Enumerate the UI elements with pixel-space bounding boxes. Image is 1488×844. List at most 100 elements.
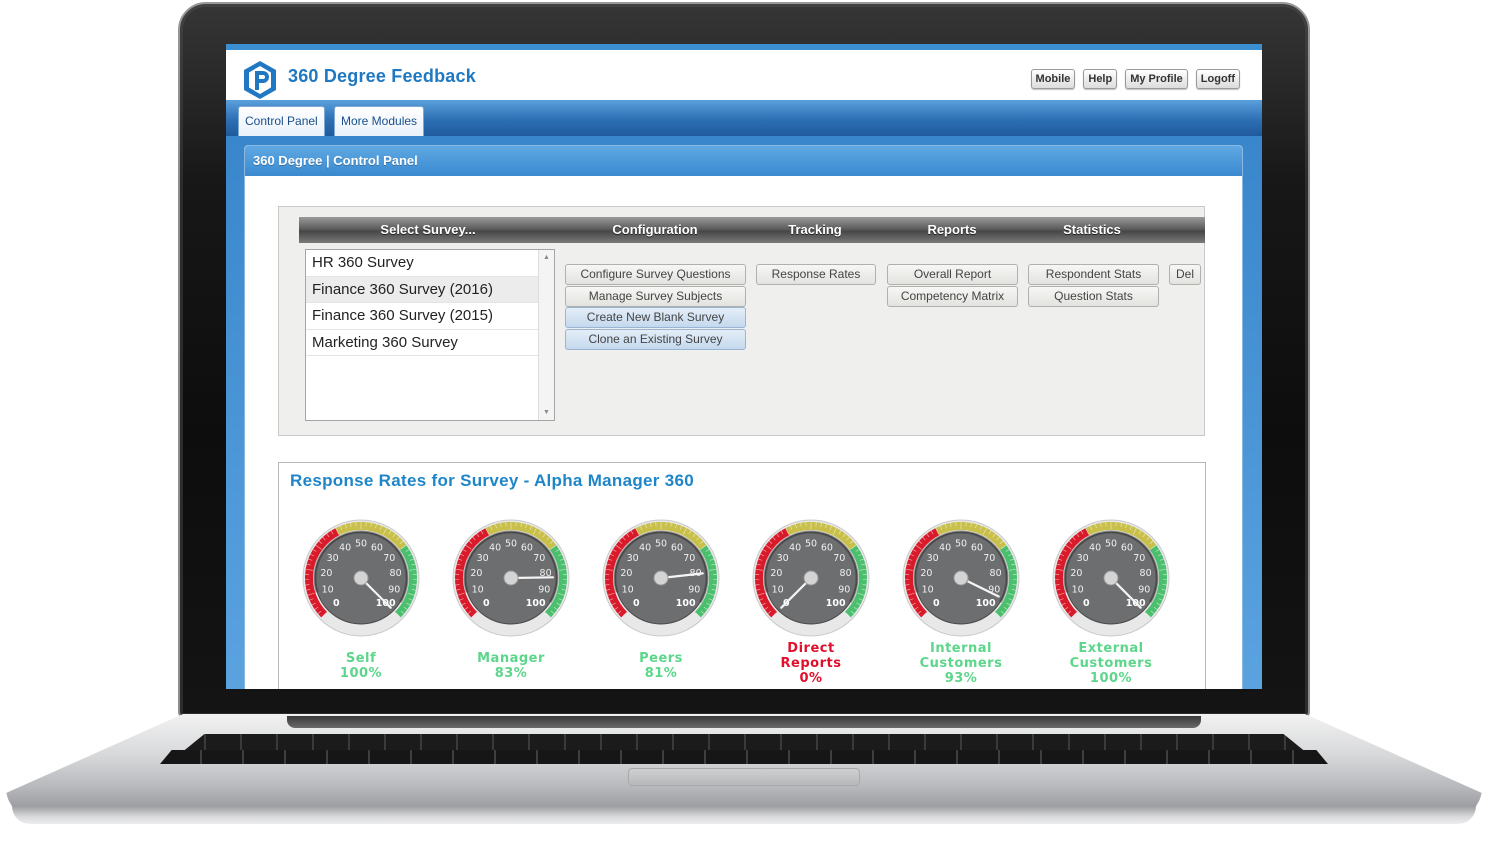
- gauge-tick: [1065, 544, 1072, 550]
- competency-matrix-button[interactable]: Competency Matrix: [887, 286, 1018, 307]
- create-new-blank-survey-button[interactable]: Create New Blank Survey: [565, 307, 746, 328]
- gauge-tick: [1085, 527, 1090, 535]
- tab-control-panel[interactable]: Control Panel: [238, 106, 325, 136]
- gauge-tick: [1159, 568, 1167, 571]
- respondent-stats-button[interactable]: Respondent Stats: [1028, 264, 1159, 285]
- gauge-scale-label: 70: [833, 553, 845, 564]
- gauge-tick: [549, 540, 554, 544]
- survey-item[interactable]: HR 360 Survey: [306, 250, 538, 277]
- gauge-label-line: Customers: [919, 656, 1003, 671]
- gauge-tick: [857, 592, 865, 596]
- help-button[interactable]: Help: [1083, 69, 1118, 89]
- survey-list[interactable]: HR 360 Survey Finance 360 Survey (2016) …: [305, 249, 555, 421]
- gauge-tick: [307, 592, 315, 596]
- manage-survey-subjects-button[interactable]: Manage Survey Subjects: [565, 286, 746, 307]
- gauge-tick: [1157, 592, 1165, 596]
- gauge-tick: [388, 530, 392, 535]
- gauge-label: Manager 83%: [451, 651, 571, 681]
- gauge-face-shadow: [913, 530, 1009, 603]
- gauge-band-yellow: [335, 522, 407, 550]
- gauge-tick: [1156, 602, 1161, 606]
- gauge-tick: [305, 584, 310, 586]
- gauge-scale-label: 90: [1138, 584, 1150, 595]
- gauge-scale-label: 90: [838, 584, 850, 595]
- gauge-tick: [1061, 602, 1066, 606]
- gauge: 0 10 20 30 40 50 60 70 80 90 100 Manager 83%: [451, 518, 571, 681]
- gauge-tick: [314, 606, 319, 610]
- gauge-scale-label: 60: [371, 542, 383, 553]
- gauge-scale-label: 50: [355, 539, 367, 550]
- question-stats-button[interactable]: Question Stats: [1028, 286, 1159, 307]
- gauge-tick: [618, 540, 623, 544]
- gauge-scale-label: 10: [922, 584, 934, 595]
- gauge-tick: [912, 549, 917, 552]
- gauge-scale-label: 70: [683, 553, 695, 564]
- gauge-scale-label: 20: [770, 568, 782, 579]
- gauge-tick: [335, 527, 340, 535]
- scroll-down-arrow-icon[interactable]: ▼: [543, 409, 550, 416]
- gauge-tick: [545, 612, 551, 618]
- gauge-tick: [1059, 598, 1064, 601]
- gauge-tick: [525, 524, 527, 529]
- gauge-tick: [842, 533, 846, 538]
- gauge-tick: [699, 540, 704, 544]
- gauge-tick: [559, 568, 567, 571]
- gauge-band-green: [994, 545, 1017, 618]
- gauge-tick: [557, 553, 562, 557]
- logoff-button[interactable]: Logoff: [1195, 69, 1240, 89]
- my-profile-button[interactable]: My Profile: [1125, 69, 1188, 89]
- gauge-tick: [1000, 610, 1005, 614]
- gauge-scale-label: 60: [521, 542, 533, 553]
- gauge-scale-label: 50: [505, 539, 517, 550]
- gauge-tick: [762, 549, 767, 552]
- delete-button[interactable]: Del: [1169, 264, 1201, 285]
- gauge-tick: [706, 602, 711, 606]
- gauge-tick: [1142, 533, 1146, 538]
- gauge-tick: [849, 540, 854, 544]
- survey-list-scrollbar[interactable]: ▲ ▼: [538, 250, 554, 420]
- gauge-tick: [700, 610, 705, 614]
- gauge: 0 10 20 30 40 50 60 70 80 90 100 Internal Customers 9…: [901, 518, 1021, 686]
- gauge-tick: [370, 522, 372, 527]
- gauge-label-line: Manager: [477, 651, 545, 666]
- gauge-scale-label: 30: [327, 553, 339, 564]
- keyboard-row: [160, 750, 1328, 764]
- gauge-tick: [1071, 612, 1077, 618]
- response-rates-title: Response Rates for Survey - Alpha Manage…: [290, 471, 695, 490]
- survey-item[interactable]: Marketing 360 Survey: [306, 330, 538, 356]
- response-rates-button[interactable]: Response Rates: [756, 264, 876, 285]
- gauge-tick: [707, 592, 715, 596]
- gauge-tick: [640, 525, 643, 530]
- gauge-value: 100%: [339, 666, 383, 681]
- survey-item[interactable]: Finance 360 Survey (2015): [306, 303, 538, 330]
- configure-survey-questions-button[interactable]: Configure Survey Questions: [565, 264, 746, 285]
- gauge-tick: [857, 553, 862, 557]
- overall-report-button[interactable]: Overall Report: [887, 264, 1018, 285]
- gauge-tick: [617, 610, 622, 614]
- gauge-tick: [915, 544, 922, 550]
- gauge-tick: [609, 598, 614, 601]
- scroll-up-arrow-icon[interactable]: ▲: [543, 254, 550, 261]
- gauge-tick: [614, 606, 619, 610]
- gauge-tick: [538, 530, 542, 535]
- gauge-tick: [675, 524, 677, 529]
- gauge-tick: [1145, 612, 1151, 618]
- survey-item-selected[interactable]: Finance 360 Survey (2016): [306, 276, 538, 303]
- gauge-tick: [1009, 568, 1017, 571]
- gauge-tick: [411, 589, 416, 591]
- gauge-tick: [992, 533, 996, 538]
- gauge-tick: [1080, 530, 1084, 535]
- gauge-hub: [803, 570, 819, 586]
- gauge-tick: [906, 563, 911, 566]
- gauge-tick: [411, 563, 416, 566]
- gauge-tick: [861, 563, 866, 566]
- trackpad: [628, 768, 860, 786]
- tab-more-modules[interactable]: More Modules: [334, 106, 425, 136]
- clone-existing-survey-button[interactable]: Clone an Existing Survey: [565, 329, 746, 350]
- gauge-tick: [306, 563, 311, 566]
- gauge-face-shadow: [763, 530, 859, 603]
- gauge-value: 100%: [1089, 671, 1133, 686]
- gauge-tick: [340, 525, 343, 530]
- gauge-tick: [311, 602, 316, 606]
- mobile-button[interactable]: Mobile: [1030, 69, 1076, 89]
